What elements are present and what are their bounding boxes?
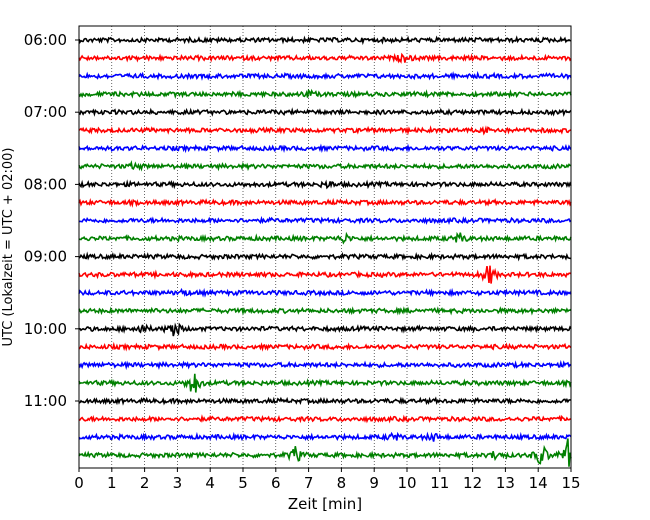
y-tick-label: 09:00 — [24, 248, 67, 266]
x-tick-label: 4 — [205, 474, 215, 492]
y-tick-label: 08:00 — [24, 175, 67, 193]
x-tick-label: 14 — [529, 474, 548, 492]
x-tick-label: 8 — [337, 474, 347, 492]
trace-0915 — [78, 265, 572, 284]
x-tick-label: 10 — [397, 474, 416, 492]
trace-0845 — [78, 231, 572, 245]
y-tick-label: 11:00 — [24, 392, 67, 410]
trace-0630 — [78, 70, 572, 81]
x-tick-label: 15 — [561, 474, 580, 492]
trace-0615 — [78, 52, 572, 64]
x-tick-label: 13 — [496, 474, 515, 492]
y-axis-ticks: 06:00 07:00 08:00 09:00 10:00 11:00 — [24, 31, 79, 410]
plot-frame — [78, 25, 572, 469]
trace-1030 — [78, 359, 572, 371]
y-axis-label: UTC (Lokalzeit = UTC + 02:00) — [1, 148, 16, 347]
y-tick-label: 07:00 — [24, 103, 67, 121]
trace-1115 — [78, 414, 571, 424]
x-tick-label: 12 — [463, 474, 482, 492]
x-tick-label: 11 — [430, 474, 449, 492]
trace-1045 — [78, 373, 572, 393]
x-tick-label: 9 — [369, 474, 379, 492]
x-tick-label: 7 — [304, 474, 314, 492]
traces — [78, 35, 572, 467]
x-tick-label: 2 — [140, 474, 150, 492]
trace-0745 — [78, 160, 571, 172]
trace-1000 — [78, 322, 572, 337]
trace-0815 — [78, 197, 572, 208]
trace-0700 — [78, 107, 572, 117]
y-tick-label: 10:00 — [24, 320, 67, 338]
x-tick-label: 0 — [74, 474, 84, 492]
trace-0645 — [78, 88, 572, 100]
trace-0800 — [78, 179, 572, 190]
trace-1015 — [78, 341, 572, 352]
trace-0945 — [78, 306, 572, 316]
x-tick-label: 5 — [238, 474, 248, 492]
trace-0730 — [78, 143, 572, 154]
trace-1100 — [78, 396, 571, 406]
x-axis-ticks: 0 1 2 3 4 5 6 7 8 9 10 11 12 13 14 15 — [74, 468, 581, 492]
x-tick-label: 6 — [271, 474, 281, 492]
trace-0600 — [78, 35, 572, 46]
trace-0930 — [78, 287, 572, 298]
x-tick-label: 1 — [107, 474, 117, 492]
trace-0715 — [78, 125, 572, 136]
trace-1130 — [78, 431, 572, 442]
x-axis-label: Zeit [min] — [288, 495, 362, 513]
trace-0830 — [78, 215, 572, 226]
x-tick-label: 3 — [173, 474, 183, 492]
trace-0900 — [78, 251, 572, 262]
trace-1145 — [78, 438, 572, 467]
y-tick-label: 06:00 — [24, 31, 67, 49]
